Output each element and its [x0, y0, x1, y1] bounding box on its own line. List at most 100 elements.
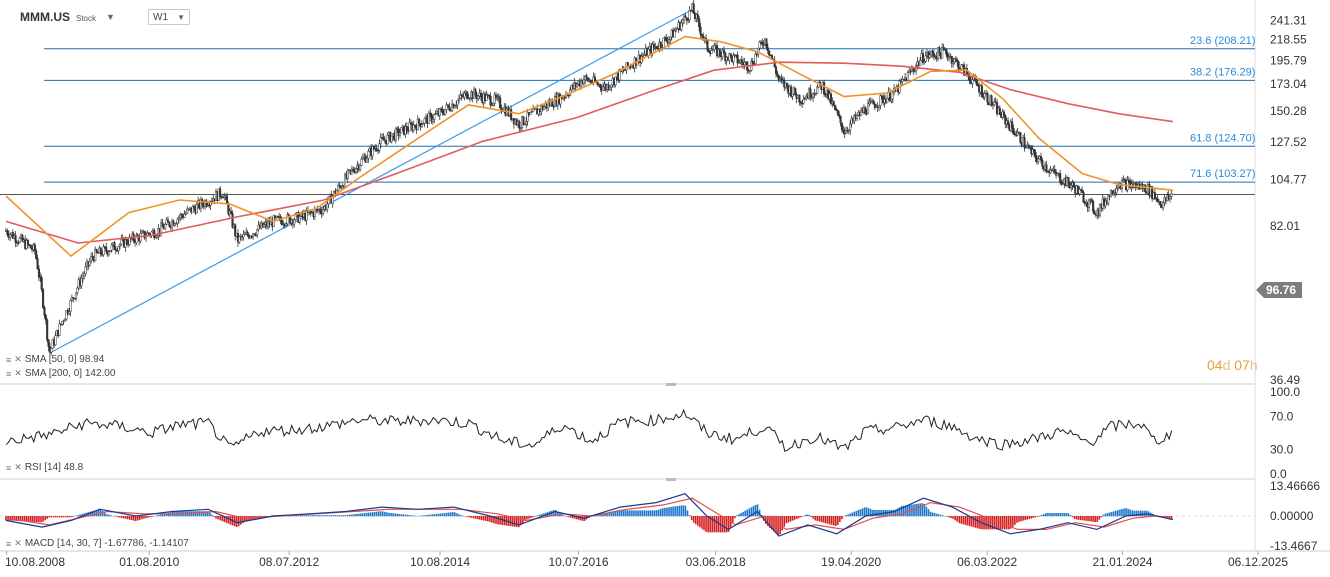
- macd-hist-bar-neg: [480, 515, 483, 521]
- candle-up: [855, 115, 859, 119]
- macd-hist-bar-neg: [134, 515, 137, 522]
- candle-up: [175, 223, 178, 225]
- macd-hist-bar-neg: [17, 515, 20, 521]
- candle-down: [205, 200, 208, 207]
- macd-hist-bar-pos: [915, 504, 917, 517]
- macd-hist-bar-neg: [705, 515, 707, 532]
- candle-up: [379, 137, 382, 144]
- candle-up: [814, 93, 817, 95]
- macd-hist-bar-neg: [1028, 515, 1031, 520]
- candle-up: [485, 94, 488, 101]
- close-icon[interactable]: ✕: [14, 462, 22, 472]
- macd-hist-bar-pos: [752, 506, 755, 517]
- menu-icon[interactable]: ≡: [6, 354, 12, 365]
- macd-legend-text: MACD [14, 30, 7] -1.67786, -1.14107: [24, 538, 189, 549]
- close-icon[interactable]: ✕: [14, 354, 22, 364]
- candle-up: [906, 72, 909, 82]
- macd-hist-bar-neg: [962, 515, 965, 525]
- macd-hist-bar-neg: [126, 515, 129, 520]
- sma50-legend[interactable]: ≡ ✕ SMA [50, 0] 98.94: [6, 354, 105, 365]
- candle-down: [685, 17, 688, 21]
- candle-down: [589, 80, 592, 83]
- macd-hist-bar-neg: [820, 515, 823, 523]
- candle-up: [879, 95, 882, 106]
- candle-down: [1067, 177, 1070, 184]
- macd-hist-bar-pos: [748, 508, 751, 517]
- macd-hist-bar-pos: [1133, 510, 1136, 517]
- macd-hist-bar-neg: [697, 515, 699, 526]
- macd-hist-bar-neg: [569, 515, 571, 518]
- macd-hist-bar-neg: [826, 515, 829, 524]
- macd-hist-bar-pos: [155, 515, 158, 517]
- rsi-legend[interactable]: ≡ ✕ RSI [14] 48.8: [6, 462, 84, 473]
- candle-down: [736, 54, 739, 64]
- macd-hist-bar-pos: [106, 514, 108, 517]
- macd-hist-bar-neg: [799, 515, 802, 518]
- close-icon[interactable]: ✕: [14, 368, 22, 378]
- macd-hist-bar-neg: [15, 515, 18, 521]
- symbol-label[interactable]: MMM.US: [20, 10, 70, 24]
- macd-hist-bar-pos: [1055, 512, 1057, 517]
- macd-hist-bar-pos: [1104, 513, 1107, 517]
- macd-hist-bar-pos: [371, 512, 374, 517]
- macd-hist-bar-pos: [921, 503, 924, 517]
- candle-down: [1011, 121, 1014, 129]
- candle-down: [413, 124, 417, 127]
- candle-up: [412, 124, 415, 131]
- candle-up: [1170, 193, 1173, 197]
- macd-hist-bar-pos: [384, 511, 386, 517]
- candle-down: [40, 277, 43, 290]
- candle-down: [147, 232, 150, 235]
- trend-line: [49, 8, 693, 354]
- candle-down: [231, 213, 234, 228]
- candle-up: [753, 63, 756, 65]
- macd-hist-bar-pos: [211, 514, 213, 517]
- sma200-legend[interactable]: ≡ ✕ SMA [200, 0] 142.00: [6, 368, 116, 379]
- macd-hist-bar-pos: [746, 509, 749, 517]
- symbol-dropdown-icon[interactable]: ▼: [106, 12, 115, 22]
- macd-hist-bar-pos: [198, 511, 201, 517]
- timeframe-select[interactable]: W1 ▼: [148, 9, 190, 25]
- macd-hist-bar-pos: [419, 515, 421, 517]
- macd-hist-bar-pos: [381, 511, 384, 517]
- candle-up: [164, 224, 167, 230]
- x-tick-label: 06.12.2025: [1228, 555, 1288, 569]
- macd-hist-bar-neg: [44, 515, 46, 521]
- chart-header: MMM.US Stock ▼: [20, 10, 115, 24]
- menu-icon[interactable]: ≡: [6, 538, 12, 549]
- candle-up: [886, 97, 889, 104]
- candle-down: [801, 102, 804, 105]
- macd-hist-bar-pos: [1141, 510, 1144, 517]
- macd-hist-bar-neg: [244, 515, 246, 522]
- macd-hist-bar-neg: [717, 515, 720, 533]
- macd-hist-bar-neg: [1082, 515, 1084, 521]
- candle-down: [172, 220, 175, 226]
- macd-hist-bar-pos: [421, 515, 423, 517]
- candle-down: [1082, 192, 1085, 203]
- candle-down: [253, 233, 256, 236]
- macd-hist-bar-pos: [602, 513, 604, 517]
- menu-icon[interactable]: ≡: [6, 368, 12, 379]
- menu-icon[interactable]: ≡: [6, 462, 12, 473]
- macd-hist-bar-neg: [36, 515, 38, 523]
- macd-hist-bar-neg: [1071, 515, 1074, 518]
- candle-up: [680, 22, 683, 31]
- candle-down: [219, 188, 222, 197]
- macd-hist-bar-neg: [221, 515, 223, 522]
- candle-up: [754, 53, 757, 64]
- price-tick-label: 82.01: [1270, 219, 1300, 233]
- candle-down: [954, 58, 957, 61]
- candle-up: [293, 219, 296, 225]
- candle-up: [643, 53, 646, 56]
- close-icon[interactable]: ✕: [14, 538, 22, 548]
- macd-hist-bar-pos: [1069, 515, 1072, 517]
- macd-legend[interactable]: ≡ ✕ MACD [14, 30, 7] -1.67786, -1.14107: [6, 538, 189, 549]
- macd-hist-bar-neg: [1014, 515, 1016, 525]
- candle-down: [1023, 137, 1026, 148]
- macd-hist-bar-pos: [608, 511, 611, 517]
- candle-up: [713, 45, 716, 50]
- candle-up: [69, 300, 72, 312]
- candle-down: [659, 41, 662, 48]
- macd-hist-bar-pos: [676, 506, 679, 517]
